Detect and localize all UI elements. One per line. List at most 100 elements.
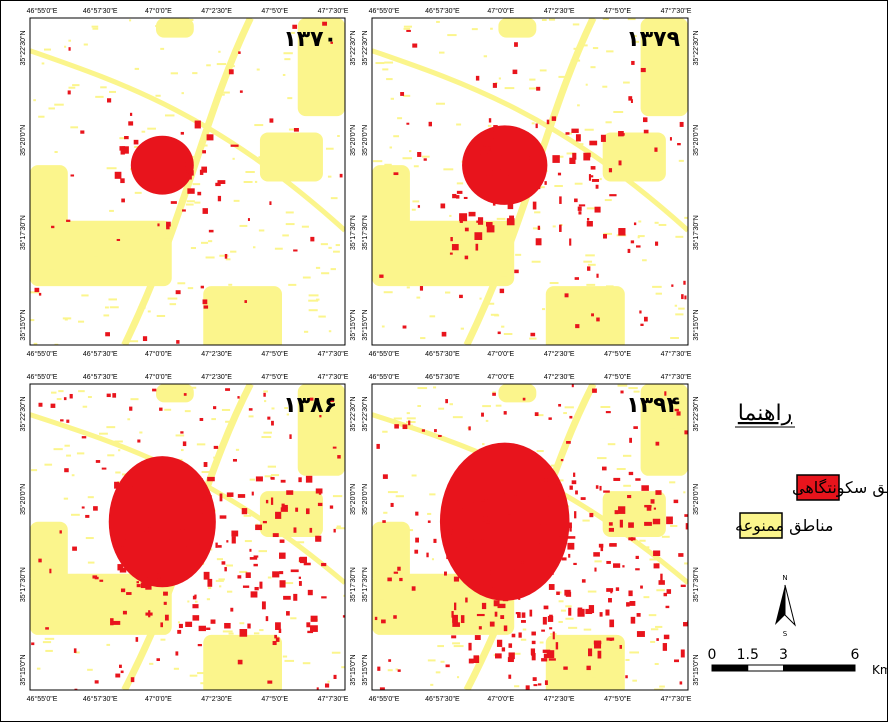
texture (637, 236, 640, 239)
panel-border (29, 383, 346, 691)
settlement-dot (50, 403, 56, 408)
settlement-dot (309, 397, 314, 401)
texture (416, 296, 421, 299)
texture (51, 391, 57, 394)
settlement-dot (630, 99, 633, 103)
north-arrow (784, 584, 796, 627)
texture (456, 182, 464, 185)
settlement-patch (457, 495, 463, 501)
texture (44, 637, 55, 640)
settlement-patch (305, 475, 313, 483)
texture (93, 254, 99, 257)
texture (239, 622, 245, 625)
y-coord-label: 35°17'30"N (349, 215, 357, 250)
texture (685, 100, 688, 103)
y-coord-label: 35°15'0"N (19, 309, 27, 340)
texture (44, 463, 53, 466)
settlement-dot (182, 441, 187, 447)
settlement-dot (531, 631, 536, 636)
texture (431, 630, 442, 633)
texture (336, 525, 341, 528)
texture (216, 63, 227, 66)
texture (42, 641, 52, 644)
texture (384, 61, 394, 64)
texture (87, 496, 94, 499)
panel-year: ۱۳۷۹ (626, 27, 680, 52)
settlement-patch (230, 144, 239, 147)
settlement-patch (552, 155, 560, 163)
settlement-dot (483, 516, 488, 521)
texture (215, 579, 224, 582)
settlement-dot (433, 538, 437, 543)
texture (403, 27, 411, 30)
texture (602, 85, 608, 88)
texture (500, 276, 508, 279)
texture (173, 667, 179, 670)
texture (613, 111, 624, 114)
settlement-dot (426, 552, 429, 558)
texture (406, 417, 416, 420)
settlement-dot (213, 445, 219, 449)
settlement-dot (72, 546, 77, 551)
texture (651, 388, 654, 391)
texture (659, 685, 665, 688)
texture (177, 282, 186, 285)
x-coord-label: 47°5'0"E (261, 7, 288, 15)
texture (504, 87, 515, 90)
settlement-dot (489, 140, 495, 146)
settlement-patch (541, 629, 545, 632)
x-coord-label: 47°0'0"E (487, 373, 514, 381)
texture (306, 55, 311, 58)
settlement-patch (178, 623, 183, 629)
settlement-patch (559, 196, 562, 204)
texture (66, 454, 71, 457)
settlement-dot (610, 591, 613, 594)
settlement-dot (508, 643, 513, 648)
settlement (462, 125, 548, 205)
texture (605, 285, 614, 288)
texture (583, 260, 593, 263)
texture (529, 78, 536, 81)
settlement-patch (510, 529, 513, 536)
settlement-dot (521, 561, 524, 564)
settlement-patch (492, 202, 496, 206)
texture (648, 391, 651, 394)
y-coord-label: 35°17'30"N (19, 215, 27, 250)
settlement-dot (573, 562, 577, 566)
texture (232, 157, 235, 160)
settlement-dot (333, 528, 336, 533)
settlement-patch (283, 595, 291, 600)
settlement-dot (516, 570, 522, 574)
x-coord-label: 47°5'0"E (261, 350, 288, 358)
settlement-dot (224, 567, 227, 572)
texture (108, 255, 118, 258)
settlement-dot (158, 572, 164, 578)
texture (395, 668, 398, 671)
texture (312, 74, 317, 77)
texture (453, 645, 464, 648)
settlement-dot (544, 478, 548, 482)
settlement-patch (298, 576, 302, 579)
texture (676, 395, 681, 398)
texture (684, 562, 688, 565)
texture (406, 412, 410, 415)
texture (94, 623, 103, 626)
settlement-dot (45, 627, 49, 630)
settlement-patch (125, 534, 129, 540)
texture (259, 629, 264, 632)
settlement-dot (156, 658, 160, 662)
settlement-dot (514, 42, 518, 47)
texture (96, 256, 103, 259)
x-coord-label: 47°7'30"E (661, 350, 692, 358)
texture (75, 651, 80, 654)
settlement-dot (536, 86, 541, 91)
texture (92, 27, 99, 30)
texture (515, 253, 522, 256)
settlement-patch (473, 655, 480, 663)
settlement-dot (339, 173, 343, 178)
settlement-patch (683, 622, 688, 627)
south-label: S (783, 630, 788, 638)
settlement-dot (251, 491, 254, 496)
texture (129, 19, 132, 22)
settlement-patch (460, 615, 465, 624)
